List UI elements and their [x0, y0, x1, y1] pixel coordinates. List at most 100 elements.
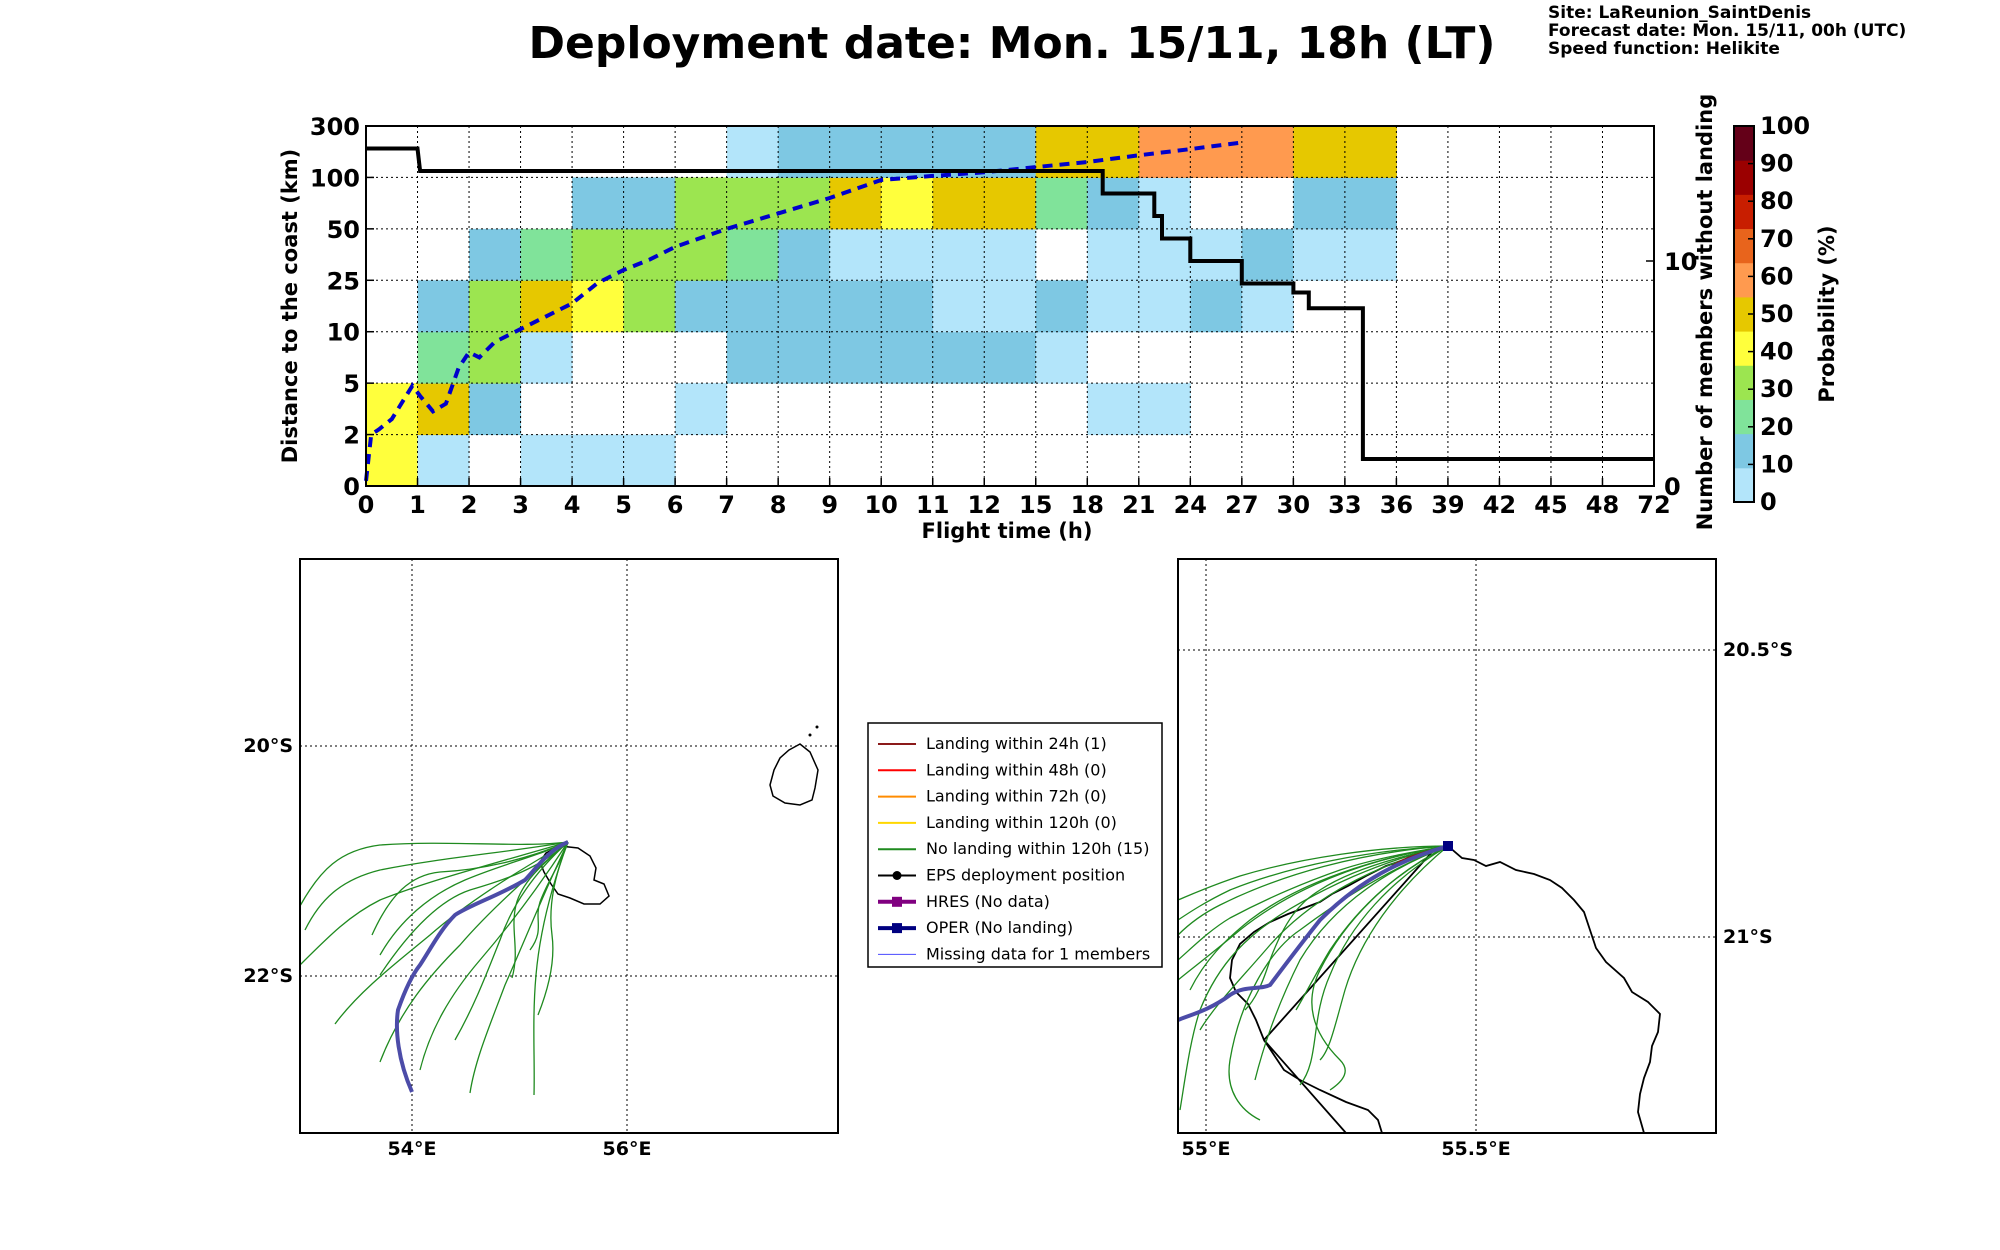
- heatmap-cells: [366, 126, 1397, 487]
- colorbar-tick-label: 0: [1760, 488, 1777, 516]
- heatmap-cell: [1035, 280, 1088, 333]
- colorbar: [1734, 126, 1754, 503]
- y-tick-label: 5: [343, 370, 360, 398]
- colorbar-tick-label: 70: [1760, 225, 1793, 253]
- heatmap-cell: [623, 177, 676, 230]
- x-tick-label: 72: [1637, 491, 1670, 519]
- heatmap-cell: [778, 331, 831, 384]
- heatmap-cell: [1344, 177, 1397, 230]
- y-tick-label: 0: [343, 473, 360, 501]
- heatmap-cell: [829, 280, 882, 333]
- legend-label: No landing within 120h (15): [926, 839, 1149, 858]
- x-tick-label: 4: [564, 491, 581, 519]
- colorbar-label: Probability (%): [1815, 225, 1839, 402]
- right-map-lat-label: 20.5°S: [1723, 639, 1793, 661]
- colorbar-segment: [1734, 331, 1754, 366]
- heatmap-cell: [1344, 228, 1397, 281]
- right-map-lat-label: 21°S: [1723, 926, 1773, 948]
- heatmap-cell: [829, 331, 882, 384]
- x-tick-label: 27: [1225, 491, 1258, 519]
- legend-item: Landing within 48h (0): [878, 760, 1107, 779]
- x-tick-label: 45: [1534, 491, 1567, 519]
- x-tick-label: 30: [1277, 491, 1310, 519]
- heatmap-cell: [1241, 228, 1294, 281]
- legend-item: OPER (No landing): [878, 918, 1073, 937]
- mauritius-island-outline: [769, 743, 819, 806]
- left-map: 20°S 22°S 54°E 56°E: [243, 558, 839, 1160]
- reunion-island-outline: [539, 845, 610, 905]
- heatmap-cell: [1035, 177, 1088, 230]
- colorbar-segment: [1734, 228, 1754, 264]
- heatmap-cell: [1190, 228, 1243, 281]
- heatmap-cell: [829, 177, 882, 230]
- heatmap-cell: [417, 383, 470, 436]
- x-tick-label: 21: [1122, 491, 1155, 519]
- colorbar-tick-label: 90: [1760, 150, 1793, 178]
- x-tick-label: 3: [512, 491, 529, 519]
- heatmap-cell: [1241, 126, 1294, 178]
- legend-label: Landing within 120h (0): [926, 813, 1117, 832]
- heatmap-cell: [417, 331, 470, 384]
- x-tick-label: 0: [358, 491, 375, 519]
- heatmap-cell: [1293, 126, 1346, 178]
- right-tick-label: 0: [1664, 473, 1681, 501]
- x-tick-label: 7: [718, 491, 735, 519]
- heatmap-cell: [623, 434, 676, 487]
- y-tick-label: 10: [327, 319, 360, 347]
- heatmap-cell: [726, 228, 779, 281]
- heatmap-cell: [726, 280, 779, 333]
- forecast-label: Forecast date: Mon. 15/11, 00h (UTC): [1548, 21, 1906, 41]
- heatmap-cell: [778, 280, 831, 333]
- legend-item: Missing data for 1 members: [878, 944, 1150, 963]
- x-tick-label: 9: [821, 491, 838, 519]
- y-tick-label: 50: [327, 216, 360, 244]
- heatmap-cell: [366, 434, 419, 487]
- heatmap-cell: [1190, 280, 1243, 333]
- colorbar-ticks: 0 10 20 30 40 50 60 70 80 90 100: [1748, 112, 1810, 516]
- heatmap-cell: [932, 280, 985, 333]
- heatmap-cell: [572, 434, 625, 487]
- heatmap-cell: [469, 280, 522, 333]
- heatmap-cell: [1138, 280, 1191, 333]
- heatmap-cell: [984, 177, 1037, 230]
- heatmap-cell: [623, 228, 676, 281]
- y-tick-label: 2: [343, 422, 360, 450]
- heatmap-cell: [520, 331, 573, 384]
- legend-item: Landing within 24h (1): [878, 734, 1107, 753]
- heatmap-cell: [984, 331, 1037, 384]
- heatmap-cell: [726, 331, 779, 384]
- heatmap-cell: [932, 177, 985, 230]
- heatmap-cell: [1087, 383, 1140, 436]
- colorbar-segment: [1734, 467, 1754, 503]
- heatmap-cell: [572, 280, 625, 333]
- heatmap-cell: [881, 177, 934, 230]
- colorbar-segment: [1734, 365, 1754, 400]
- colorbar-tick-label: 40: [1760, 338, 1793, 366]
- x-axis-label: Flight time (h): [922, 519, 1093, 543]
- left-map-oper-trajectory: [394, 840, 569, 1093]
- x-tick-label: 6: [667, 491, 684, 519]
- heatmap-cell: [417, 280, 470, 333]
- y-tick-label: 100: [310, 164, 360, 192]
- x-tick-label: 33: [1328, 491, 1361, 519]
- heatmap-cell: [778, 228, 831, 281]
- heatmap-cell: [520, 228, 573, 281]
- heatmap-cell: [881, 331, 934, 384]
- legend-label: Landing within 24h (1): [926, 734, 1107, 753]
- heatmap-cell: [1293, 177, 1346, 230]
- legend-item: No landing within 120h (15): [878, 839, 1149, 858]
- x-tick-label: 48: [1586, 491, 1619, 519]
- heatmap-cell: [675, 383, 728, 436]
- colorbar-tick-label: 100: [1760, 112, 1810, 140]
- heatmap-frame: [365, 125, 1655, 487]
- heatmap-cell: [881, 228, 934, 281]
- x-tick-label: 36: [1380, 491, 1413, 519]
- heatmap-cell: [572, 228, 625, 281]
- x-tick-label: 10: [864, 491, 897, 519]
- colorbar-tick-label: 20: [1760, 413, 1793, 441]
- x-tick-labels: 0 1 2 3 4 5 6 7 8 9 10 11 12 15 18 21 24 27 30 33 36 39 42 45 48…: [358, 478, 1671, 519]
- right-map-oper-trajectory: [1177, 844, 1449, 1022]
- site-label: Site: LaReunion_SaintDenis: [1548, 3, 1811, 23]
- x-tick-label: 11: [916, 491, 949, 519]
